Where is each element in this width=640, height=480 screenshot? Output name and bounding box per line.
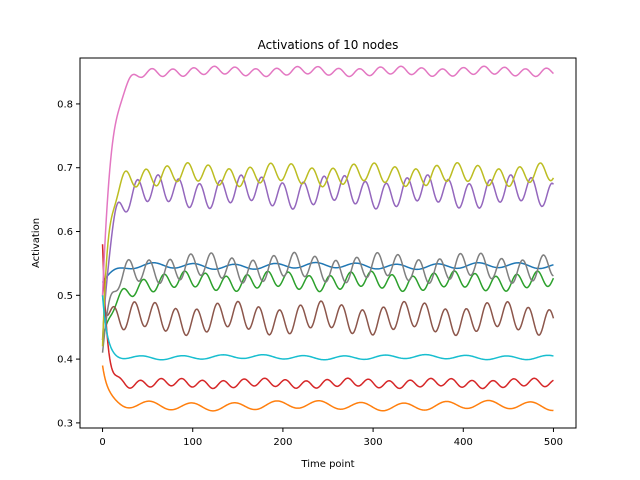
y-axis: 0.3 0.4 0.5 0.6 0.7 0.8 xyxy=(57,99,80,429)
series-line-8 xyxy=(101,251,554,353)
series-line-7 xyxy=(101,65,554,296)
series-line-1 xyxy=(101,261,554,283)
x-tick-label: 100 xyxy=(183,437,202,448)
y-tick-label: 0.6 xyxy=(57,227,73,238)
y-tick-label: 0.7 xyxy=(57,163,73,174)
x-tick-label: 200 xyxy=(273,437,292,448)
y-tick-label: 0.5 xyxy=(57,291,73,302)
y-tick-label: 0.8 xyxy=(57,99,73,110)
series-layer xyxy=(101,65,555,412)
series-line-5 xyxy=(101,174,555,341)
chart-title: Activations of 10 nodes xyxy=(258,38,399,52)
x-tick-label: 500 xyxy=(544,437,563,448)
series-line-2 xyxy=(101,365,554,412)
series-line-3 xyxy=(101,270,555,341)
series-line-10 xyxy=(101,295,554,361)
y-tick-label: 0.3 xyxy=(57,418,73,429)
x-tick-label: 300 xyxy=(364,437,383,448)
x-tick-label: 0 xyxy=(99,437,105,448)
x-tick-label: 400 xyxy=(454,437,473,448)
x-axis: 0 100 200 300 400 500 xyxy=(99,428,563,448)
series-line-4 xyxy=(101,244,554,390)
y-tick-label: 0.4 xyxy=(57,355,73,366)
plot-frame xyxy=(79,57,577,429)
y-axis-label: Activation xyxy=(31,218,42,268)
series-line-9 xyxy=(101,161,555,347)
x-axis-label: Time point xyxy=(300,459,354,470)
series-line-6 xyxy=(101,295,555,337)
